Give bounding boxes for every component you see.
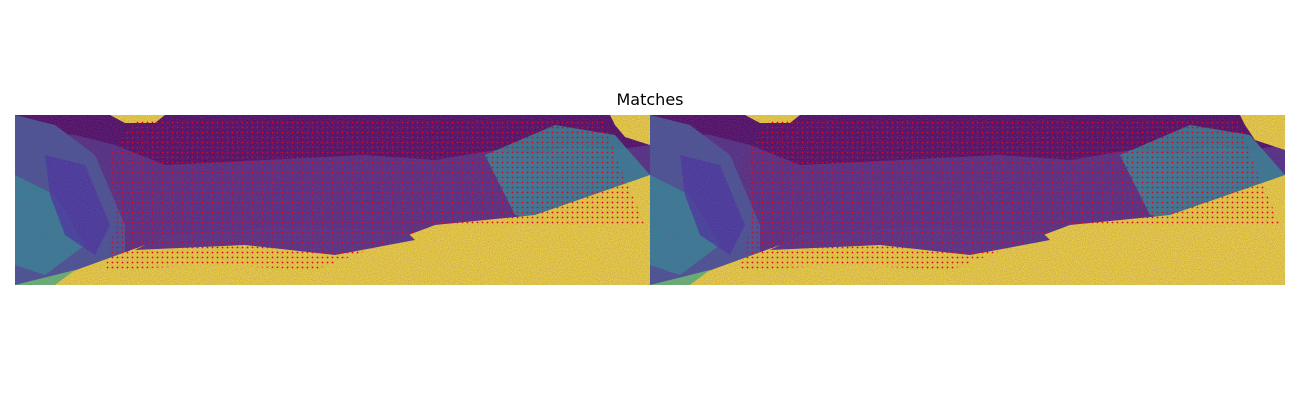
match-points bbox=[105, 120, 645, 270]
stereo-match-image bbox=[15, 115, 1285, 285]
right-image-panel bbox=[650, 115, 1285, 285]
left-image-panel bbox=[15, 115, 650, 285]
match-points bbox=[740, 120, 1280, 270]
figure-title: Matches bbox=[616, 90, 684, 109]
